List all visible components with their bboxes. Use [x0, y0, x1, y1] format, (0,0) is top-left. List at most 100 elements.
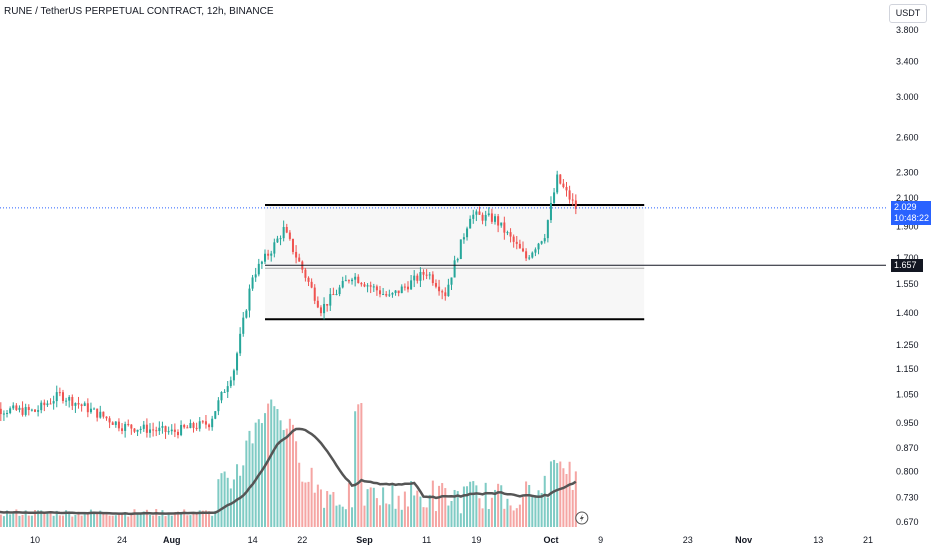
candle-body: [323, 303, 326, 314]
candle-body: [58, 392, 61, 394]
volume-bar: [260, 423, 263, 527]
candle-body: [288, 232, 291, 239]
volume-bar: [167, 513, 170, 527]
candle: [425, 269, 428, 280]
candle: [145, 418, 148, 438]
volume-bar: [537, 490, 540, 527]
candle-body: [310, 281, 313, 288]
candle: [86, 398, 89, 418]
candle: [170, 424, 173, 435]
candle: [0, 402, 2, 422]
candle: [148, 423, 152, 438]
volume-bar: [528, 484, 531, 527]
candle: [497, 214, 500, 233]
candle: [329, 288, 332, 311]
candle-body: [534, 249, 537, 253]
candle: [232, 368, 235, 386]
candle: [335, 289, 338, 296]
candle: [388, 289, 391, 297]
volume-bar: [351, 507, 354, 527]
volume-bar: [236, 464, 239, 527]
candle-body: [543, 238, 546, 242]
candle-body: [329, 294, 332, 306]
candle-body: [37, 410, 40, 412]
volume-layer: [0, 399, 577, 527]
volume-bar: [413, 495, 416, 527]
time-tick-label: 11: [422, 535, 431, 545]
candle-body: [466, 228, 469, 238]
candle: [40, 400, 43, 414]
candle: [211, 415, 214, 431]
time-axis[interactable]: 10 24 Aug 14 22 Sep 11 19 Oct 9 23 Nov 13 21: [30, 535, 873, 545]
volume-bar: [83, 514, 86, 527]
candle-body: [400, 286, 403, 294]
candle-body: [351, 279, 354, 282]
candle-body: [201, 421, 204, 423]
candle-body: [105, 416, 108, 419]
volume-bar: [214, 510, 217, 527]
candle: [366, 283, 369, 293]
candle-body: [9, 408, 12, 413]
candle: [494, 213, 497, 225]
candle: [195, 422, 198, 431]
price-tick-label: 0.730: [896, 493, 919, 503]
candle: [2, 410, 5, 421]
candle-body: [503, 222, 506, 233]
candle-body: [553, 192, 556, 203]
volume-bar: [145, 509, 148, 527]
candle-body: [375, 286, 378, 291]
volume-bar: [521, 497, 524, 527]
candle: [152, 422, 155, 437]
candle-body: [472, 214, 475, 219]
candle-body: [453, 260, 456, 278]
candle: [21, 401, 24, 417]
candle-body: [357, 276, 360, 284]
candle: [416, 273, 419, 284]
candle-body: [15, 405, 18, 410]
candle-body: [540, 241, 543, 244]
candle: [155, 426, 158, 437]
candle-body: [267, 253, 270, 256]
volume-bar: [295, 441, 298, 527]
volume-bar: [310, 467, 313, 527]
volume-bar: [307, 481, 310, 527]
candle-body: [481, 214, 484, 221]
volume-bar: [540, 492, 543, 527]
price-axis[interactable]: 3.800 3.400 3.000 2.600 2.300 2.100 1.900 1.700…: [896, 25, 919, 527]
candle: [223, 389, 226, 393]
candle-body: [537, 243, 540, 250]
volume-bar: [245, 440, 248, 527]
volume-bar: [341, 506, 344, 527]
candle: [385, 291, 388, 298]
volume-bar: [46, 512, 49, 527]
candle: [354, 273, 357, 287]
candle-body: [270, 253, 273, 256]
candle-body: [497, 216, 500, 226]
candle-body: [260, 261, 263, 264]
volume-bar: [77, 511, 80, 527]
candle-body: [214, 411, 217, 419]
candle-body: [208, 424, 211, 428]
volume-bar: [155, 509, 158, 527]
candle-body: [307, 277, 310, 282]
candle: [30, 408, 33, 412]
currency-button[interactable]: USDT: [889, 4, 927, 23]
candle: [450, 277, 453, 291]
candle-body: [338, 287, 341, 295]
candle: [453, 255, 456, 278]
volume-bar: [475, 485, 478, 527]
volume-bar: [15, 509, 18, 527]
volume-bar: [189, 515, 192, 527]
volume-bar: [139, 513, 142, 527]
candle: [341, 276, 344, 289]
volume-bar: [217, 479, 220, 527]
candle: [18, 405, 21, 413]
volume-bar: [329, 494, 332, 527]
candle-body: [571, 199, 574, 201]
volume-bar: [391, 483, 394, 527]
volume-bar: [291, 424, 294, 527]
volume-bar: [195, 513, 198, 527]
candle-body: [397, 290, 400, 294]
candle-body: [562, 183, 565, 187]
